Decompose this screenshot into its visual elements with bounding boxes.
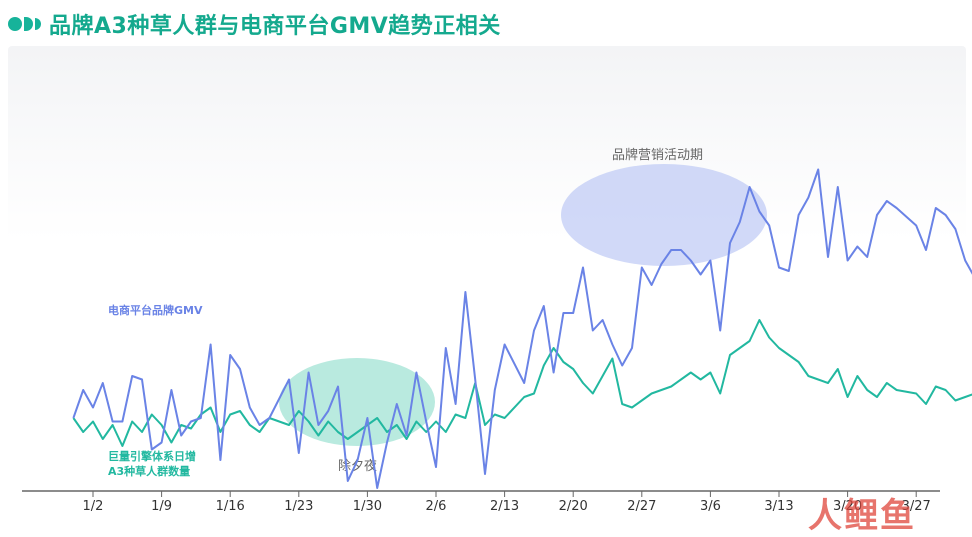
title-dots-icon bbox=[8, 17, 41, 31]
x-tick-label: 3/20 bbox=[833, 499, 862, 514]
x-tick-label: 1/23 bbox=[284, 499, 313, 514]
watermark-logo: 人鲤鱼 bbox=[808, 496, 916, 536]
gmv-line bbox=[72, 168, 972, 489]
x-tick-label: 3/6 bbox=[700, 499, 721, 514]
series-label-a3-line2: A3种草人群数量 bbox=[108, 464, 190, 478]
x-tick-label: 2/6 bbox=[426, 499, 447, 514]
series-label-a3-line1: 巨量引擎体系日增 bbox=[108, 449, 196, 463]
page-title: 品牌A3种草人群与电商平台GMV趋势正相关 bbox=[49, 14, 501, 39]
annotation-campaign: 品牌营销活动期 bbox=[612, 147, 703, 163]
x-tick-label: 1/9 bbox=[151, 499, 172, 514]
x-tick-label: 3/13 bbox=[764, 499, 793, 514]
x-ticks: 1/2 1/9 1/16 1/23 1/30 2/6 2/13 2/20 2/27 3/6 3/13… bbox=[83, 491, 931, 514]
x-tick-label: 1/16 bbox=[216, 499, 245, 514]
x-tick-label: 2/27 bbox=[627, 499, 656, 514]
x-tick-label: 1/30 bbox=[353, 499, 382, 514]
header: 品牌A3种草人群与电商平台GMV趋势正相关 bbox=[8, 6, 501, 42]
x-tick-label: 2/20 bbox=[559, 499, 588, 514]
x-tick-label: 1/2 bbox=[83, 499, 104, 514]
a3-audience-line bbox=[72, 319, 972, 447]
x-tick-label: 2/13 bbox=[490, 499, 519, 514]
x-tick-label: 3/27 bbox=[902, 499, 931, 514]
annotation-cny: 除夕夜 bbox=[338, 459, 377, 474]
series-label-gmv: 电商平台品牌GMV bbox=[108, 303, 203, 317]
campaign-highlight bbox=[561, 164, 767, 266]
